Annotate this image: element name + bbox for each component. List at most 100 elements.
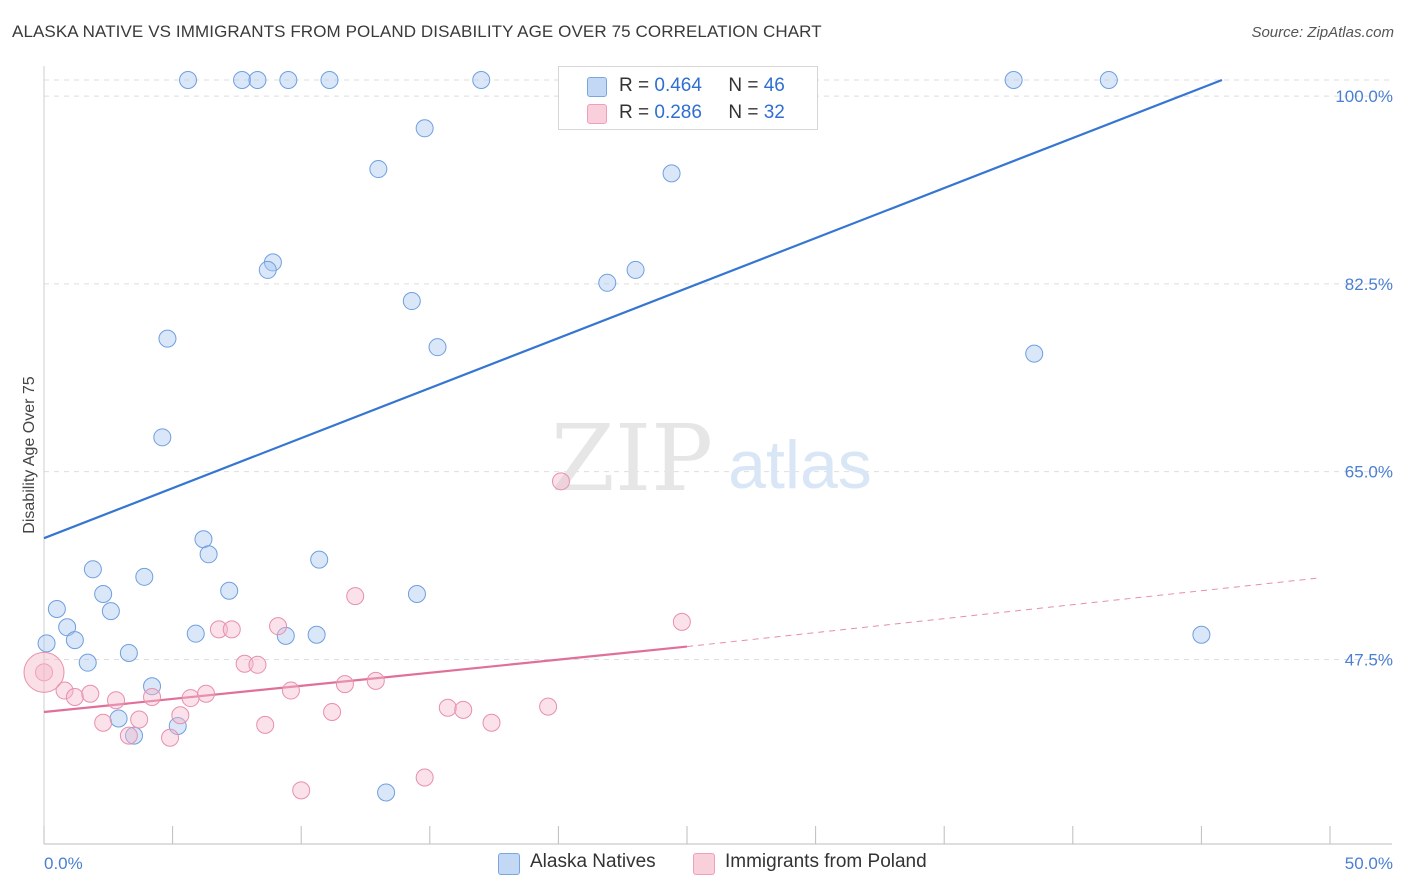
poland-immigrant-point — [197, 684, 216, 703]
alaska-native-point — [276, 626, 295, 645]
alaska-native-point — [233, 71, 252, 89]
poland-immigrant-point — [551, 472, 570, 491]
legend-r-value: 0.464 — [654, 75, 702, 96]
poland-immigrant-point — [55, 681, 74, 700]
poland-immigrant-point — [454, 700, 473, 719]
poland-trend-line — [43, 645, 688, 714]
alaska-native-point — [369, 160, 388, 179]
poland-immigrant-point — [346, 587, 365, 606]
alaska-native-point — [626, 260, 645, 279]
alaska-native-point — [101, 602, 120, 621]
alaska-native-point — [310, 550, 329, 569]
poland-immigrant-point — [161, 728, 180, 747]
alaska-native-point — [179, 71, 198, 89]
alaska-trend-line — [43, 78, 1223, 540]
alaska-native-point — [119, 644, 138, 662]
alaska-native-point — [428, 338, 447, 357]
y-tick-label: 47.5% — [1345, 650, 1393, 669]
legend-r-label: R = — [619, 75, 650, 96]
alaska-native-point — [194, 530, 213, 549]
alaska-native-point — [153, 428, 172, 447]
alaska-native-point — [65, 631, 84, 650]
axes — [43, 66, 1392, 845]
alaska-native-point — [37, 634, 56, 653]
legend-n-value: 32 — [763, 102, 785, 123]
chart-source: Source: ZipAtlas.com — [1251, 24, 1394, 41]
alaska-native-point — [415, 119, 434, 138]
grid-lines — [44, 79, 1392, 660]
alaska-native-point — [662, 164, 681, 183]
alaska-native-point — [125, 726, 144, 745]
watermark-atlas: atlas — [728, 427, 872, 503]
alaska-native-point — [1192, 625, 1211, 644]
poland-immigrant-point — [107, 691, 126, 710]
y-tick-label: 100.0% — [1335, 87, 1393, 106]
poland-immigrant-point — [415, 768, 434, 787]
poland-immigrant-point — [335, 675, 354, 694]
bottom-legend-label-poland: Immigrants from Poland — [725, 851, 927, 872]
poland-immigrant-point — [94, 713, 113, 732]
alaska-native-point — [307, 625, 326, 644]
alaska-native-point — [402, 292, 421, 311]
poland-immigrant-point — [81, 684, 100, 703]
alaska-native-point — [279, 71, 298, 89]
alaska-native-point — [258, 260, 277, 279]
poland-immigrant-point — [269, 617, 288, 636]
bottom-legend-swatch-alaska — [498, 853, 520, 875]
poland-immigrant-large-point — [23, 651, 65, 693]
alaska-native-point — [83, 560, 102, 579]
data-points — [23, 71, 1211, 802]
legend-swatch-alaska — [587, 77, 607, 97]
poland-immigrant-point — [130, 710, 149, 729]
alaska-native-point — [94, 584, 113, 603]
alaska-native-point — [135, 567, 154, 586]
alaska-native-point — [320, 71, 339, 89]
legend-n-value: 46 — [763, 75, 785, 96]
alaska-native-point — [78, 653, 97, 672]
poland-immigrant-point — [209, 620, 228, 639]
alaska-native-point — [199, 545, 218, 564]
poland-immigrant-point — [292, 781, 311, 800]
tick-labels: 47.5% 65.0% 82.5% 100.0% 0.0% 50.0% — [44, 87, 1393, 873]
poland-immigrant-point — [482, 713, 501, 732]
poland-immigrant-point — [256, 715, 275, 734]
poland-immigrant-point — [181, 689, 200, 708]
alaska-native-point — [1099, 71, 1118, 89]
legend-r-label: R = — [619, 102, 650, 123]
poland-immigrant-point — [366, 671, 385, 690]
poland-immigrant-point — [248, 655, 267, 674]
poland-trend-extension — [686, 577, 1320, 648]
watermark-zip: ZIP — [551, 405, 713, 512]
alaska-native-point — [47, 600, 66, 619]
poland-immigrant-point — [438, 698, 457, 717]
chart-title: ALASKA NATIVE VS IMMIGRANTS FROM POLAND … — [12, 22, 822, 41]
y-tick-label: 82.5% — [1345, 275, 1393, 294]
legend-n-label: N = — [728, 102, 759, 123]
poland-immigrant-point — [672, 612, 691, 631]
alaska-native-point — [407, 584, 426, 603]
trend-lines — [43, 78, 1320, 714]
stats-legend: R = 0.464 N = 46 R = 0.286 N = 32 — [558, 66, 818, 130]
poland-immigrant-point — [143, 687, 162, 706]
alaska-native-point — [1025, 344, 1044, 363]
alaska-native-point — [377, 783, 396, 802]
alaska-native-point — [1004, 71, 1023, 89]
x-tick-label: 50.0% — [1345, 854, 1393, 873]
poland-immigrant-point — [222, 620, 241, 639]
y-axis-label: Disability Age Over 75 — [21, 376, 38, 534]
poland-immigrant-point — [281, 681, 300, 700]
poland-immigrant-point — [119, 726, 138, 745]
poland-immigrant-point — [35, 663, 53, 682]
alaska-native-point — [158, 329, 177, 348]
y-tick-label: 65.0% — [1345, 463, 1393, 482]
poland-immigrant-point — [235, 654, 254, 673]
legend-r-value: 0.286 — [654, 102, 702, 123]
bottom-legend-swatch-poland — [693, 853, 715, 875]
alaska-native-point — [248, 71, 267, 89]
alaska-native-point — [109, 709, 128, 728]
poland-immigrant-point — [323, 703, 342, 722]
alaska-native-point — [220, 581, 239, 600]
alaska-native-point — [186, 624, 205, 643]
watermark: ZIP atlas — [551, 405, 872, 512]
